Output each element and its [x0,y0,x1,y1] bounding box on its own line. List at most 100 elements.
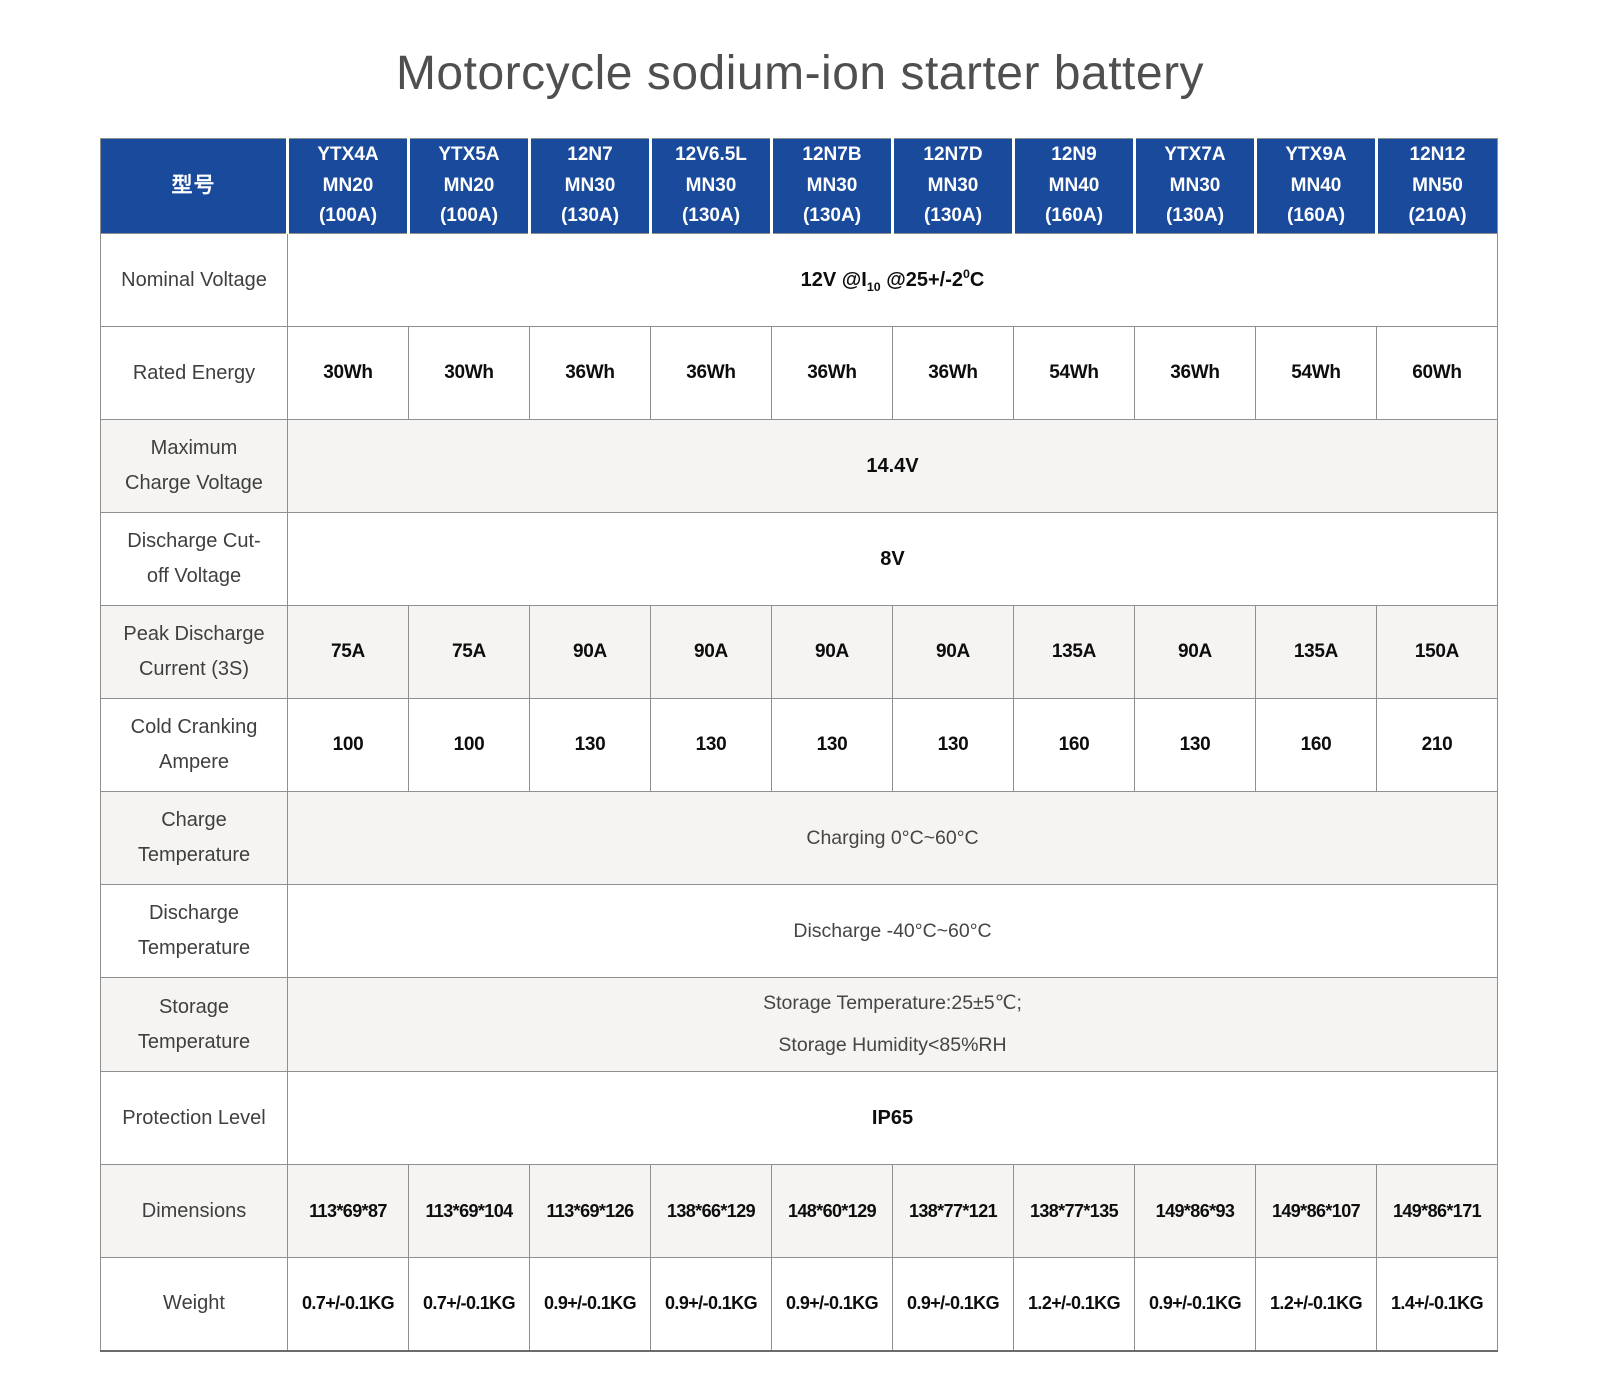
spec-cell: 130 [1134,698,1256,792]
spec-cell: 30Wh [408,326,530,420]
spec-cell: 113*69*126 [529,1164,651,1258]
spec-cell: 90A [1134,605,1256,699]
spec-cell: 100 [408,698,530,792]
charge-temperature-value: Charging 0°C~60°C [287,791,1498,885]
spec-cell: 149*86*171 [1376,1164,1498,1258]
spec-cell: 36Wh [1134,326,1256,420]
row-charge-temperature: Charge Temperature Charging 0°C~60°C [100,791,1498,885]
row-label: Rated Energy [100,326,288,420]
header-row: 型号 YTX4A MN20 (100A) YTX5A MN20 (100A) 1… [100,138,1498,234]
storage-temperature-line: Storage Temperature:25±5℃; [763,991,1022,1014]
spec-cell: 138*77*121 [892,1164,1014,1258]
row-label: Charge Temperature [100,791,288,885]
spec-cell: 75A [408,605,530,699]
spec-cell: 130 [771,698,893,792]
row-label: Maximum Charge Voltage [100,419,288,513]
spec-cell: 149*86*93 [1134,1164,1256,1258]
spec-cell: 90A [650,605,772,699]
spec-cell: 0.7+/-0.1KG [287,1257,409,1351]
spec-cell: 135A [1013,605,1135,699]
storage-temperature-value: Storage Temperature:25±5℃; Storage Humid… [287,977,1498,1072]
row-label: Storage Temperature [100,977,288,1072]
column-header-model: 型号 [100,138,288,234]
nominal-voltage-text: C [969,268,985,291]
spec-cell: 113*69*87 [287,1164,409,1258]
row-peak-discharge-current: Peak Discharge Current (3S) 75A 75A 90A … [100,605,1498,699]
row-label: Weight [100,1257,288,1351]
spec-cell: 160 [1013,698,1135,792]
column-header-ytx7a: YTX7A MN30 (130A) [1133,138,1256,234]
protection-level-value: IP65 [287,1071,1498,1165]
nominal-voltage-text: @25+/-2 [880,268,963,291]
column-header-12n9: 12N9 MN40 (160A) [1012,138,1135,234]
spec-cell: 135A [1255,605,1377,699]
spec-cell: 160 [1255,698,1377,792]
spec-cell: 210 [1376,698,1498,792]
row-nominal-voltage: Nominal Voltage 12V @I10 @25+/-20C [100,233,1498,327]
spec-cell: 149*86*107 [1255,1164,1377,1258]
row-label: Dimensions [100,1164,288,1258]
row-rated-energy: Rated Energy 30Wh 30Wh 36Wh 36Wh 36Wh 36… [100,326,1498,420]
column-header-12v65l: 12V6.5L MN30 (130A) [649,138,772,234]
row-weight: Weight 0.7+/-0.1KG 0.7+/-0.1KG 0.9+/-0.1… [100,1257,1498,1351]
spec-cell: 1.2+/-0.1KG [1013,1257,1135,1351]
column-header-ytx4a: YTX4A MN20 (100A) [286,138,409,234]
row-label: Peak Discharge Current (3S) [100,605,288,699]
spec-cell: 148*60*129 [771,1164,893,1258]
spec-cell: 0.9+/-0.1KG [892,1257,1014,1351]
nominal-voltage-text: 12V @I [800,268,867,291]
row-label: Nominal Voltage [100,233,288,327]
nominal-voltage-value: 12V @I10 @25+/-20C [287,233,1498,327]
table-header: 型号 YTX4A MN20 (100A) YTX5A MN20 (100A) 1… [100,138,1498,234]
spec-cell: 1.2+/-0.1KG [1255,1257,1377,1351]
spec-cell: 90A [892,605,1014,699]
spec-cell: 100 [287,698,409,792]
spec-cell: 54Wh [1255,326,1377,420]
storage-humidity-line: Storage Humidity<85%RH [778,1033,1007,1056]
column-header-12n7b: 12N7B MN30 (130A) [770,138,893,234]
spec-cell: 113*69*104 [408,1164,530,1258]
spec-cell: 36Wh [892,326,1014,420]
discharge-temperature-value: Discharge -40°C~60°C [287,884,1498,978]
spec-cell: 130 [529,698,651,792]
spec-cell: 54Wh [1013,326,1135,420]
row-label: Cold Cranking Ampere [100,698,288,792]
column-header-ytx5a: YTX5A MN20 (100A) [407,138,530,234]
row-maximum-charge-voltage: Maximum Charge Voltage 14.4V [100,419,1498,513]
spec-cell: 0.9+/-0.1KG [1134,1257,1256,1351]
spec-cell: 0.9+/-0.1KG [650,1257,772,1351]
spec-cell: 138*77*135 [1013,1164,1135,1258]
spec-cell: 138*66*129 [650,1164,772,1258]
row-label: Discharge Temperature [100,884,288,978]
row-discharge-temperature: Discharge Temperature Discharge -40°C~60… [100,884,1498,978]
spec-cell: 0.7+/-0.1KG [408,1257,530,1351]
max-charge-voltage-value: 14.4V [287,419,1498,513]
page-title: Motorcycle sodium-ion starter battery [395,47,1205,100]
spec-cell: 90A [771,605,893,699]
row-discharge-cutoff-voltage: Discharge Cut-off Voltage 8V [100,512,1498,606]
spec-cell: 150A [1376,605,1498,699]
spec-table: 型号 YTX4A MN20 (100A) YTX5A MN20 (100A) 1… [100,138,1498,1352]
spec-cell: 130 [892,698,1014,792]
discharge-cutoff-value: 8V [287,512,1498,606]
nominal-voltage-subscript: 10 [866,279,881,294]
spec-cell: 130 [650,698,772,792]
spec-cell: 36Wh [529,326,651,420]
row-storage-temperature: Storage Temperature Storage Temperature:… [100,977,1498,1072]
column-header-12n7: 12N7 MN30 (130A) [528,138,651,234]
spec-cell: 36Wh [771,326,893,420]
spec-cell: 60Wh [1376,326,1498,420]
row-label: Protection Level [100,1071,288,1165]
spec-cell: 90A [529,605,651,699]
row-cold-cranking-ampere: Cold Cranking Ampere 100 100 130 130 130… [100,698,1498,792]
row-label: Discharge Cut-off Voltage [100,512,288,606]
spec-cell: 30Wh [287,326,409,420]
spec-cell: 36Wh [650,326,772,420]
spec-cell: 0.9+/-0.1KG [529,1257,651,1351]
column-header-ytx9a: YTX9A MN40 (160A) [1254,138,1377,234]
row-dimensions: Dimensions 113*69*87 113*69*104 113*69*1… [100,1164,1498,1258]
spec-cell: 75A [287,605,409,699]
row-protection-level: Protection Level IP65 [100,1071,1498,1165]
column-header-12n12: 12N12 MN50 (210A) [1375,138,1498,234]
nominal-voltage-superscript: 0 [962,266,970,281]
